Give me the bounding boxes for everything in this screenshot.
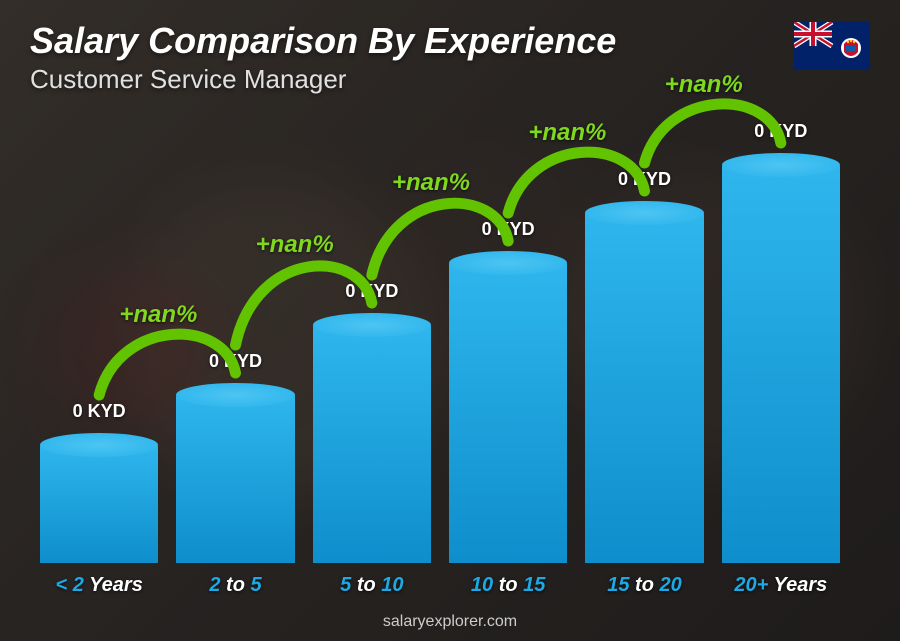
bar: 0 KYD	[176, 395, 294, 563]
chart-title: Salary Comparison By Experience	[30, 20, 790, 62]
bar-value-label: 0 KYD	[176, 351, 294, 372]
footer-attribution: salaryexplorer.com	[0, 613, 900, 631]
bar: 0 KYD	[40, 445, 158, 563]
bars-area: 0 KYD0 KYD0 KYD0 KYD0 KYD0 KYD	[40, 123, 840, 563]
chart-header: Salary Comparison By Experience Customer…	[30, 20, 790, 95]
x-axis-label: 5 to 10	[313, 574, 431, 597]
bar-value-label: 0 KYD	[40, 401, 158, 422]
cayman-islands-flag-icon	[794, 22, 870, 70]
bar-group: 0 KYD	[40, 445, 158, 563]
bar-value-label: 0 KYD	[585, 169, 703, 190]
bar-value-label: 0 KYD	[313, 281, 431, 302]
x-axis-label: 20+ Years	[722, 574, 840, 597]
bar-value-label: 0 KYD	[449, 219, 567, 240]
x-axis-label: 2 to 5	[176, 574, 294, 597]
chart-subtitle: Customer Service Manager	[30, 64, 790, 95]
bar: 0 KYD	[449, 263, 567, 563]
x-axis-label: 15 to 20	[585, 574, 703, 597]
bar-group: 0 KYD	[313, 325, 431, 563]
bar-group: 0 KYD	[722, 165, 840, 563]
x-axis-label: 10 to 15	[449, 574, 567, 597]
bar-group: 0 KYD	[176, 395, 294, 563]
bar-group: 0 KYD	[449, 263, 567, 563]
bar: 0 KYD	[313, 325, 431, 563]
x-axis-labels: < 2 Years 2 to 5 5 to 10 10 to 15 15 to 20 20…	[40, 574, 840, 597]
bar-value-label: 0 KYD	[722, 121, 840, 142]
bar: 0 KYD	[585, 213, 703, 563]
chart-container: Salary Comparison By Experience Customer…	[0, 0, 900, 641]
x-axis-label: < 2 Years	[40, 574, 158, 597]
bar-group: 0 KYD	[585, 213, 703, 563]
bar: 0 KYD	[722, 165, 840, 563]
